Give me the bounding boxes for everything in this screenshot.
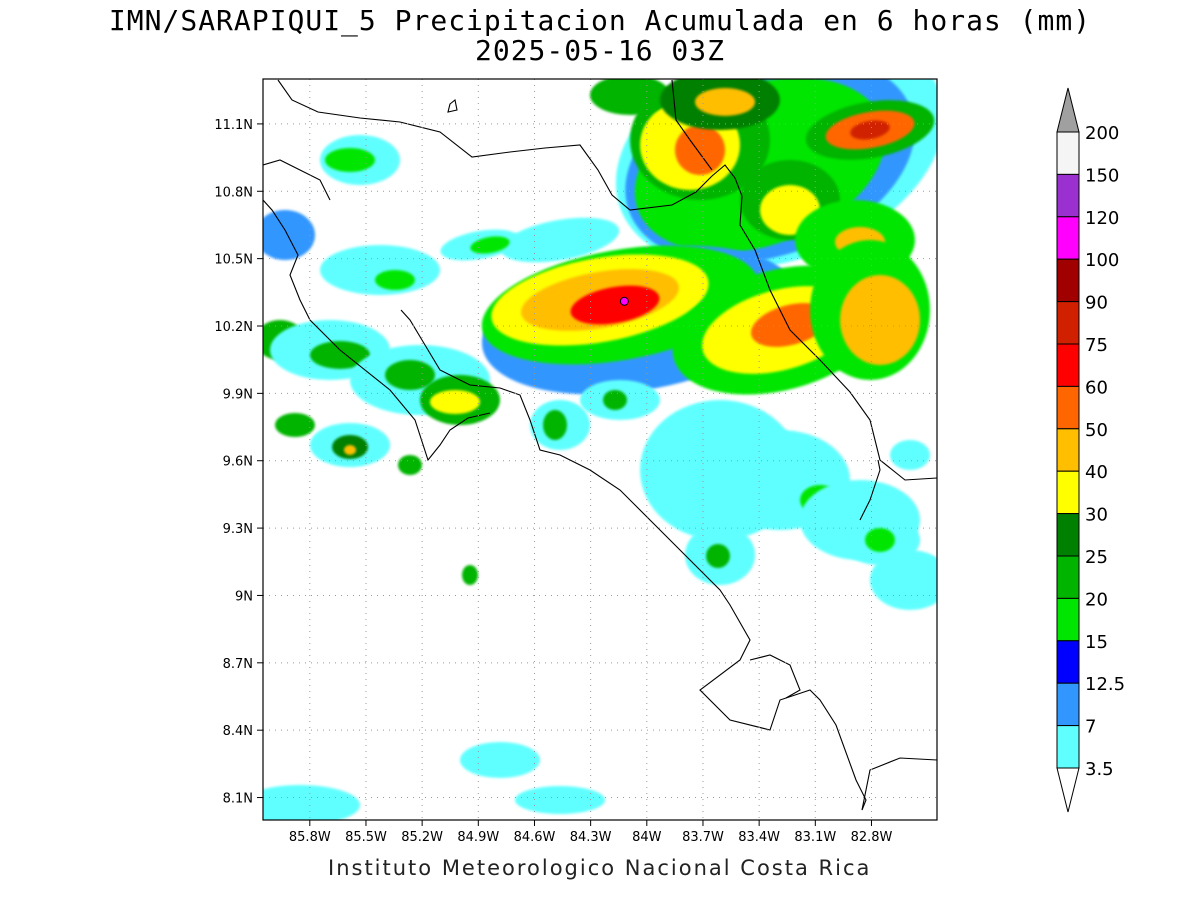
colorbar-swatch — [1056, 682, 1080, 727]
lat-tick-label: 10.5N — [214, 253, 253, 268]
colorbar-label: 200 — [1085, 123, 1119, 144]
precip-cell — [850, 120, 890, 140]
lat-tick-label: 10.2N — [214, 320, 253, 335]
colorbar-overflow-arrow — [1056, 87, 1080, 133]
lat-tick-label: 9N — [235, 589, 253, 604]
colorbar-label: 7 — [1085, 717, 1096, 738]
precip-cell — [320, 245, 440, 295]
precip-cell — [590, 79, 670, 115]
chart-title: IMN/SARAPIQUI_5 Precipitacion Acumulada … — [108, 4, 1092, 37]
precip-cell — [695, 88, 755, 116]
lat-tick-label: 9.6N — [223, 455, 253, 470]
colorbar-swatch — [1056, 301, 1080, 345]
lat-tick-label: 8.1N — [223, 792, 253, 807]
colorbar-label: 50 — [1085, 420, 1108, 441]
precip-cell — [462, 565, 478, 585]
colorbar-swatch — [1056, 597, 1080, 642]
precip-cell — [751, 303, 829, 347]
colorbar-swatch — [1056, 470, 1080, 515]
colorbar-swatch — [1056, 173, 1080, 218]
lon-tick-label: 85.8W — [289, 830, 331, 845]
precip-cell — [515, 786, 605, 814]
latitude-tick-labels: 11.1N 10.8N 10.5N 10.2N 9.9N 9.6N 9.3N 9N 8.7N 8.… — [214, 118, 253, 807]
footer-credit: Instituto Meteorologico Nacional Costa R… — [328, 856, 872, 880]
lat-tick-label: 10.8N — [214, 185, 253, 200]
colorbar-label: 150 — [1085, 165, 1119, 186]
lat-lon-grid — [257, 79, 937, 826]
precip-cell — [865, 528, 895, 552]
precip-cell — [344, 445, 356, 455]
colorbar-swatch — [1056, 513, 1080, 557]
lat-tick-label: 9.9N — [223, 387, 253, 402]
precip-cell — [840, 275, 920, 365]
precip-cell — [675, 125, 725, 175]
colorbar-label: 90 — [1085, 293, 1108, 314]
colorbar-label: 20 — [1085, 589, 1108, 610]
colorbar-swatch — [1056, 640, 1080, 684]
colorbar-label: 120 — [1085, 208, 1119, 229]
colorbar-swatch — [1056, 258, 1080, 303]
lon-tick-label: 83.7W — [682, 830, 724, 845]
colorbar-swatch — [1056, 385, 1080, 430]
precip-cell — [375, 270, 415, 290]
colorbar-swatch — [1056, 428, 1080, 472]
lon-tick-label: 84.9W — [457, 830, 499, 845]
precip-cell — [263, 785, 360, 820]
precip-cell — [460, 742, 540, 778]
lon-tick-label: 82.8W — [851, 830, 893, 845]
precip-cell — [870, 550, 937, 610]
colorbar-label: 25 — [1085, 547, 1108, 568]
map-frame — [262, 78, 938, 821]
colorbar-swatch — [1056, 343, 1080, 387]
lat-tick-label: 8.4N — [223, 724, 253, 739]
colorbar-underflow-arrow — [1056, 767, 1080, 813]
colorbar-label: 15 — [1085, 632, 1108, 653]
colorbar-label: 30 — [1085, 505, 1108, 526]
colorbar-swatch — [1056, 216, 1080, 260]
colorbar-legend: 200 150 120 100 90 75 60 50 40 30 25 20 15 12.5 7 3.5 — [1056, 87, 1125, 813]
precip-cell — [570, 285, 660, 325]
colorbar-label: 75 — [1085, 335, 1108, 356]
precip-cell — [706, 544, 730, 568]
lat-tick-label: 8.7N — [223, 657, 253, 672]
lon-tick-label: 83.1W — [794, 830, 836, 845]
precip-cell — [398, 455, 422, 475]
lat-tick-label: 9.3N — [223, 522, 253, 537]
colorbar-label: 60 — [1085, 377, 1108, 398]
colorbar-swatch — [1056, 555, 1080, 599]
precip-cell — [325, 148, 375, 172]
lat-tick-label: 11.1N — [214, 118, 253, 133]
lon-tick-label: 85.2W — [401, 830, 443, 845]
colorbar-label: 40 — [1085, 462, 1108, 483]
precip-cell — [470, 236, 510, 254]
precipitation-field — [263, 79, 937, 820]
precip-cell — [500, 217, 620, 263]
coastline — [263, 79, 937, 811]
precip-max-cell — [619, 296, 629, 306]
lon-tick-label: 84W — [632, 830, 662, 845]
colorbar-swatch — [1056, 725, 1080, 769]
colorbar-label: 12.5 — [1085, 674, 1125, 695]
precip-cell — [890, 440, 930, 470]
chart-datetime: 2025-05-16 03Z — [474, 34, 725, 67]
precip-cell — [263, 210, 315, 260]
longitude-tick-labels: 85.8W 85.5W 85.2W 84.9W 84.6W 84.3W 84W 83.7W 83… — [289, 830, 893, 845]
lon-tick-label: 84.3W — [570, 830, 612, 845]
precip-cell — [603, 390, 627, 410]
lon-tick-label: 85.5W — [345, 830, 387, 845]
colorbar-swatch — [1056, 131, 1080, 175]
lon-tick-label: 83.4W — [738, 830, 780, 845]
precip-cell — [430, 390, 480, 414]
precip-cell — [543, 410, 567, 440]
colorbar-label: 3.5 — [1085, 759, 1114, 780]
colorbar-label: 100 — [1085, 250, 1119, 271]
precip-cell — [275, 413, 315, 437]
lon-tick-label: 84.6W — [514, 830, 556, 845]
